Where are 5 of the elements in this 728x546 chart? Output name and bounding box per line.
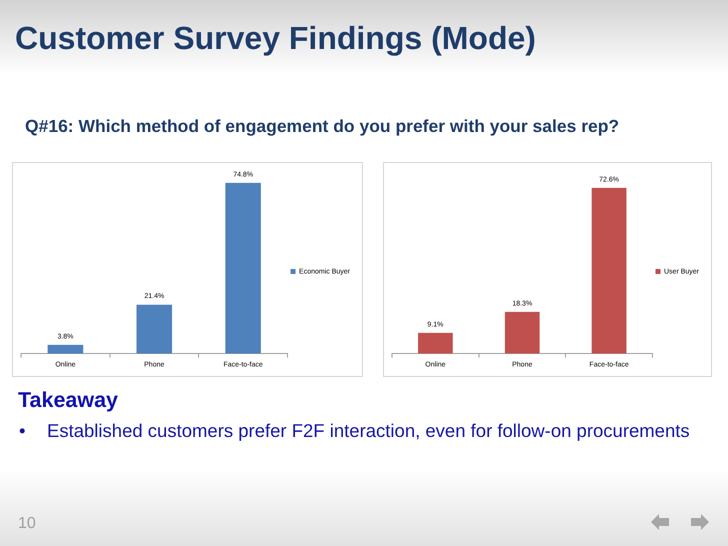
- text: Takeaway: [18, 388, 118, 413]
- text: • Established customers prefer F2F interaction, even for follow-on procurements: [19, 420, 690, 442]
- chart-title: Customer Survey Findings (Mode): [15, 20, 536, 57]
- chart-subtitle: Q#16: Which method of engagement do you prefer with your sales rep?: [25, 116, 620, 137]
- text: 10: [18, 515, 36, 533]
